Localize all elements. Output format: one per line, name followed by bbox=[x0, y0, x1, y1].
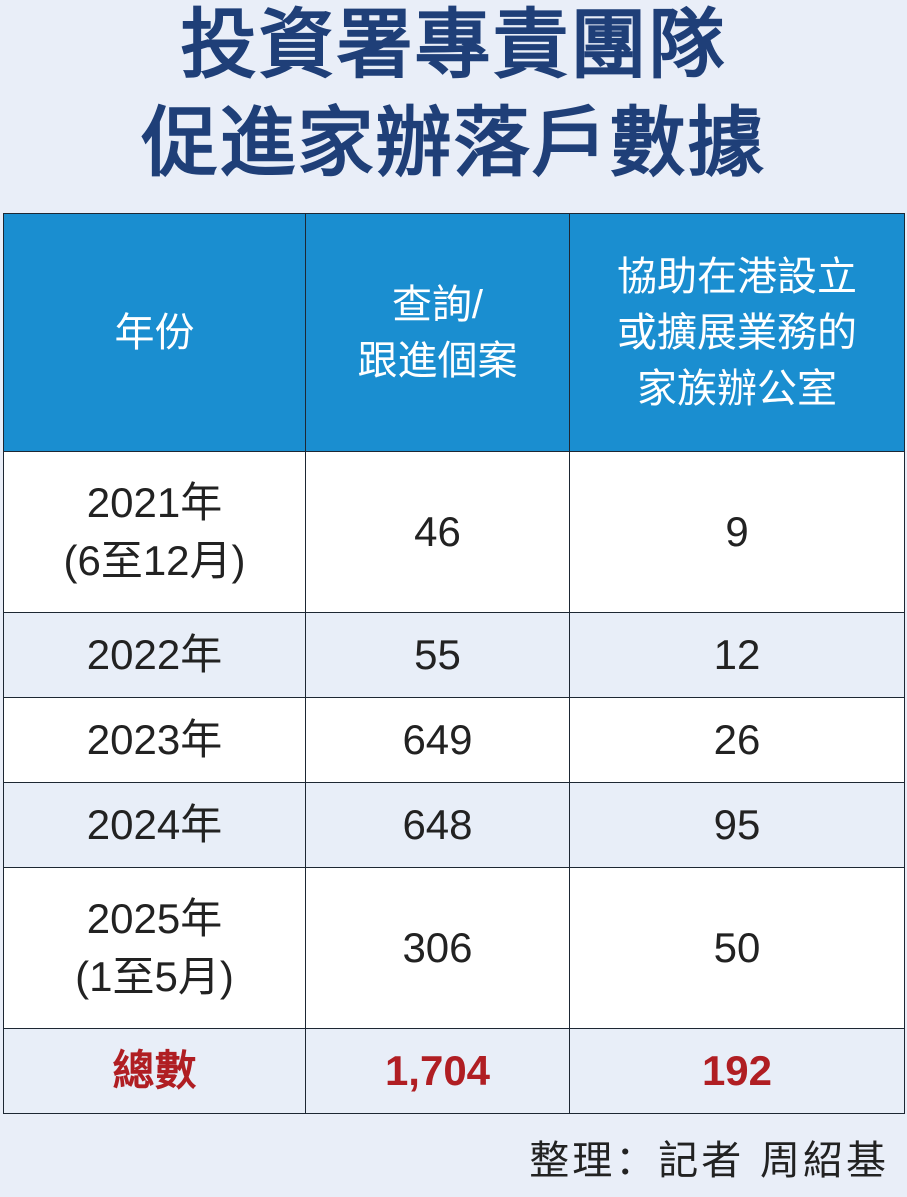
header-offices-line: 或擴展業務的 bbox=[617, 310, 857, 355]
table-row: 2022年 55 12 bbox=[3, 612, 905, 698]
year-subline: (1至5月) bbox=[75, 953, 234, 1000]
year-line: 2021年 bbox=[86, 479, 223, 526]
chart-title-line-2: 促進家辦落戶數據 bbox=[141, 101, 766, 186]
header-row: 年份 查詢/ 跟進個案 協助在港設立 或擴展業務的 家族辦公室 bbox=[3, 213, 905, 452]
header-year: 年份 bbox=[3, 213, 306, 452]
header-inquiries-line: 跟進個案 bbox=[357, 338, 518, 383]
table-row: 2021年 (6至12月) 46 9 bbox=[3, 451, 905, 613]
inquiries-cell: 649 bbox=[305, 697, 570, 783]
total-row: 總數 1,704 192 bbox=[3, 1028, 905, 1114]
data-table: 年份 查詢/ 跟進個案 協助在港設立 或擴展業務的 家族辦公室 2021年 (6… bbox=[3, 213, 905, 1114]
header-year-line: 年份 bbox=[114, 310, 195, 355]
header-offices-line: 協助在港設立 bbox=[617, 254, 857, 299]
total-label: 總數 bbox=[3, 1028, 306, 1114]
source-credit: 整理：記者 周紹基 bbox=[529, 1138, 889, 1184]
header-family-offices: 協助在港設立 或擴展業務的 家族辦公室 bbox=[569, 213, 905, 452]
offices-cell: 50 bbox=[569, 867, 905, 1029]
header-inquiries: 查詢/ 跟進個案 bbox=[305, 213, 570, 452]
inquiries-cell: 306 bbox=[305, 867, 570, 1029]
year-line: 2025年 bbox=[86, 895, 223, 942]
inquiries-cell: 648 bbox=[305, 782, 570, 868]
total-inquiries: 1,704 bbox=[305, 1028, 570, 1114]
offices-cell: 9 bbox=[569, 451, 905, 613]
table-row: 2024年 648 95 bbox=[3, 782, 905, 868]
offices-cell: 12 bbox=[569, 612, 905, 698]
header-offices-line: 家族辦公室 bbox=[637, 366, 837, 411]
chart-title-line-1: 投資署專責團隊 bbox=[180, 3, 727, 88]
year-cell: 2022年 bbox=[3, 612, 306, 698]
offices-cell: 95 bbox=[569, 782, 905, 868]
header-inquiries-line: 查詢/ bbox=[391, 282, 484, 327]
year-cell: 2024年 bbox=[3, 782, 306, 868]
table-row: 2025年 (1至5月) 306 50 bbox=[3, 867, 905, 1029]
year-cell: 2025年 (1至5月) bbox=[3, 867, 306, 1029]
offices-cell: 26 bbox=[569, 697, 905, 783]
year-subline: (6至12月) bbox=[63, 537, 246, 584]
table-row: 2023年 649 26 bbox=[3, 697, 905, 783]
inquiries-cell: 55 bbox=[305, 612, 570, 698]
inquiries-cell: 46 bbox=[305, 451, 570, 613]
year-cell: 2023年 bbox=[3, 697, 306, 783]
total-offices: 192 bbox=[569, 1028, 905, 1114]
year-cell: 2021年 (6至12月) bbox=[3, 451, 306, 613]
